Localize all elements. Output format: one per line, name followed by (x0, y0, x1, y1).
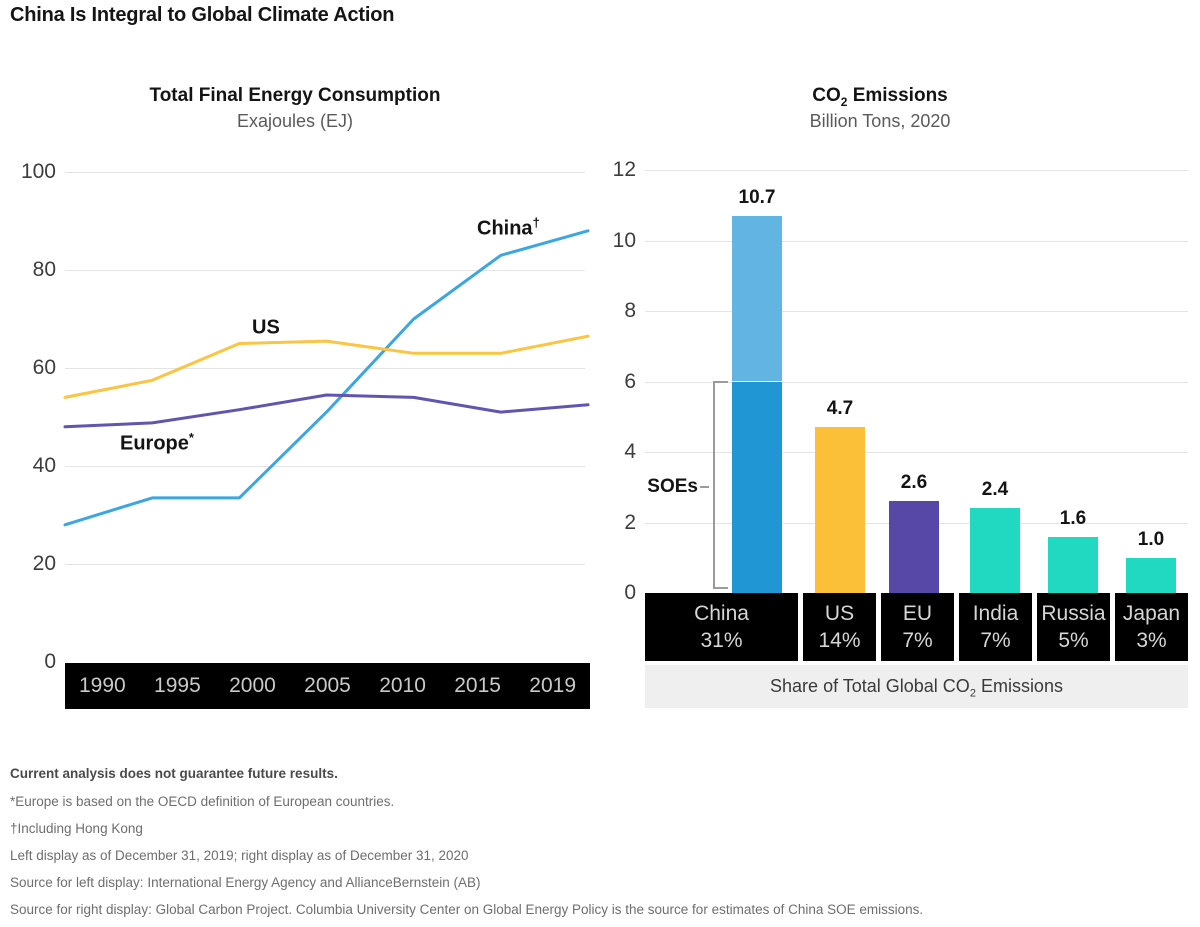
category-box-russia: Russia 5% (1037, 593, 1110, 661)
bar-value-label: 4.7 (826, 398, 854, 420)
left-gridline (65, 368, 585, 369)
series-label-us-text: US (252, 316, 280, 339)
footnote-disclaimer: Current analysis does not guarantee futu… (10, 766, 338, 781)
bar-russia (1048, 536, 1098, 593)
soe-label: SOEs (647, 476, 698, 497)
category-share: 31% (700, 629, 743, 652)
left-y-tick-label: 80 (32, 258, 56, 281)
left-y-tick-label: 60 (32, 356, 56, 379)
category-label: China (694, 602, 749, 625)
category-share: 3% (1136, 629, 1167, 652)
right-gridline (645, 381, 1188, 383)
x-axis-year-bar: 1990 1995 2000 2005 2010 2015 2019 (65, 663, 590, 709)
right-y-tick-label: 12 (612, 158, 636, 181)
line-series-0 (63, 229, 590, 527)
category-label: Japan (1122, 602, 1181, 625)
left-gridline (65, 564, 585, 565)
left-y-tick-label: 0 (44, 650, 56, 673)
left-y-tick-label: 20 (32, 552, 56, 575)
bar-value-label: 10.7 (738, 186, 776, 208)
footnote-source-left: Source for left display: International E… (10, 875, 481, 890)
category-share: 5% (1058, 629, 1089, 652)
year-label: 1990 (79, 674, 126, 697)
category-label: India (972, 602, 1019, 625)
bar-value-label: 1.0 (1137, 528, 1165, 550)
right-chart-subtitle: Billion Tons, 2020 (809, 111, 951, 131)
line-series-2 (63, 393, 590, 429)
right-y-tick-label: 10 (612, 228, 636, 252)
page-title: China Is Integral to Global Climate Acti… (10, 4, 395, 26)
bar-value-label: 2.4 (981, 479, 1009, 501)
left-gridline (65, 172, 585, 173)
right-chart-title: CO2 Emissions (600, 85, 1160, 109)
category-box-us: US 14% (803, 593, 876, 661)
left-gridline (65, 466, 585, 467)
bar-japan (1126, 557, 1176, 593)
bar-india (970, 508, 1020, 593)
category-box-india: India 7% (959, 593, 1032, 661)
footnote-source-right: Source for right display: Global Carbon … (10, 902, 924, 917)
right-y-tick-label: 6 (624, 369, 636, 393)
category-share: 7% (902, 629, 933, 652)
year-label: 1995 (154, 674, 201, 697)
bar-value-label: 2.6 (900, 472, 928, 494)
right-chart-title-text: CO (812, 85, 841, 106)
right-chart-title-text-2: Emissions (847, 85, 948, 106)
category-share: 7% (980, 629, 1011, 652)
bar-china-soe-segment (732, 381, 782, 593)
series-label-china-dagger: † (532, 215, 540, 230)
right-y-tick-label: 2 (624, 510, 636, 534)
share-caption: Share of Total Global CO2 Emissions (645, 665, 1188, 708)
category-label: US (824, 602, 855, 625)
footnote-europe: *Europe is based on the OECD definition … (10, 794, 395, 809)
category-box-japan: Japan 3% (1115, 593, 1188, 661)
footnote-hong-kong: †Including Hong Kong (10, 821, 143, 836)
year-label: 2015 (454, 674, 501, 697)
left-gridline (65, 270, 585, 271)
year-label: 2019 (529, 674, 576, 697)
soe-bracket (713, 381, 715, 589)
category-label: EU (902, 602, 933, 625)
right-gridline (645, 170, 1188, 171)
series-label-china-text: China (477, 217, 533, 240)
share-caption-subscript: 2 (969, 687, 976, 700)
year-label: 2005 (304, 674, 351, 697)
right-y-tick-label: 8 (624, 299, 636, 322)
soe-connector-dash (700, 486, 709, 488)
category-box-eu: EU 7% (881, 593, 954, 661)
category-share: 14% (818, 629, 861, 652)
series-label-china: China† (477, 215, 540, 241)
share-caption-text-2: Emissions (975, 676, 1063, 696)
right-chart-title-subscript: 2 (840, 94, 848, 109)
right-gridline (645, 311, 1188, 312)
series-label-us: US (252, 314, 280, 340)
line-chart (63, 229, 590, 527)
bar-value-label: 1.6 (1059, 507, 1087, 529)
category-box-china: China 31% (645, 593, 798, 661)
series-label-europe-asterisk: * (188, 430, 194, 445)
year-label: 2010 (379, 674, 426, 697)
left-chart-subtitle: Exajoules (EJ) (236, 111, 354, 131)
series-label-europe-text: Europe (120, 432, 189, 455)
footnote-as-of-dates: Left display as of December 31, 2019; ri… (10, 848, 469, 863)
bar-china-non-soe-segment (732, 215, 782, 382)
category-label: Russia (1041, 602, 1106, 625)
line-series-1 (63, 334, 590, 399)
bar-us (815, 427, 865, 593)
right-gridline (645, 240, 1188, 242)
year-label: 2000 (229, 674, 276, 697)
left-y-tick-label: 40 (32, 454, 56, 477)
share-caption-text: Share of Total Global CO (770, 676, 970, 696)
right-gridline (645, 452, 1188, 453)
soe-bracket-top-tick (713, 381, 728, 383)
bar-eu (889, 501, 939, 593)
soe-bracket-bottom-tick (713, 587, 728, 589)
right-y-tick-label: 0 (624, 581, 636, 604)
series-label-europe: Europe* (120, 430, 194, 456)
left-y-tick-label: 100 (20, 160, 56, 183)
left-chart-title: Total Final Energy Consumption (149, 85, 441, 106)
right-y-tick-label: 4 (624, 440, 636, 463)
